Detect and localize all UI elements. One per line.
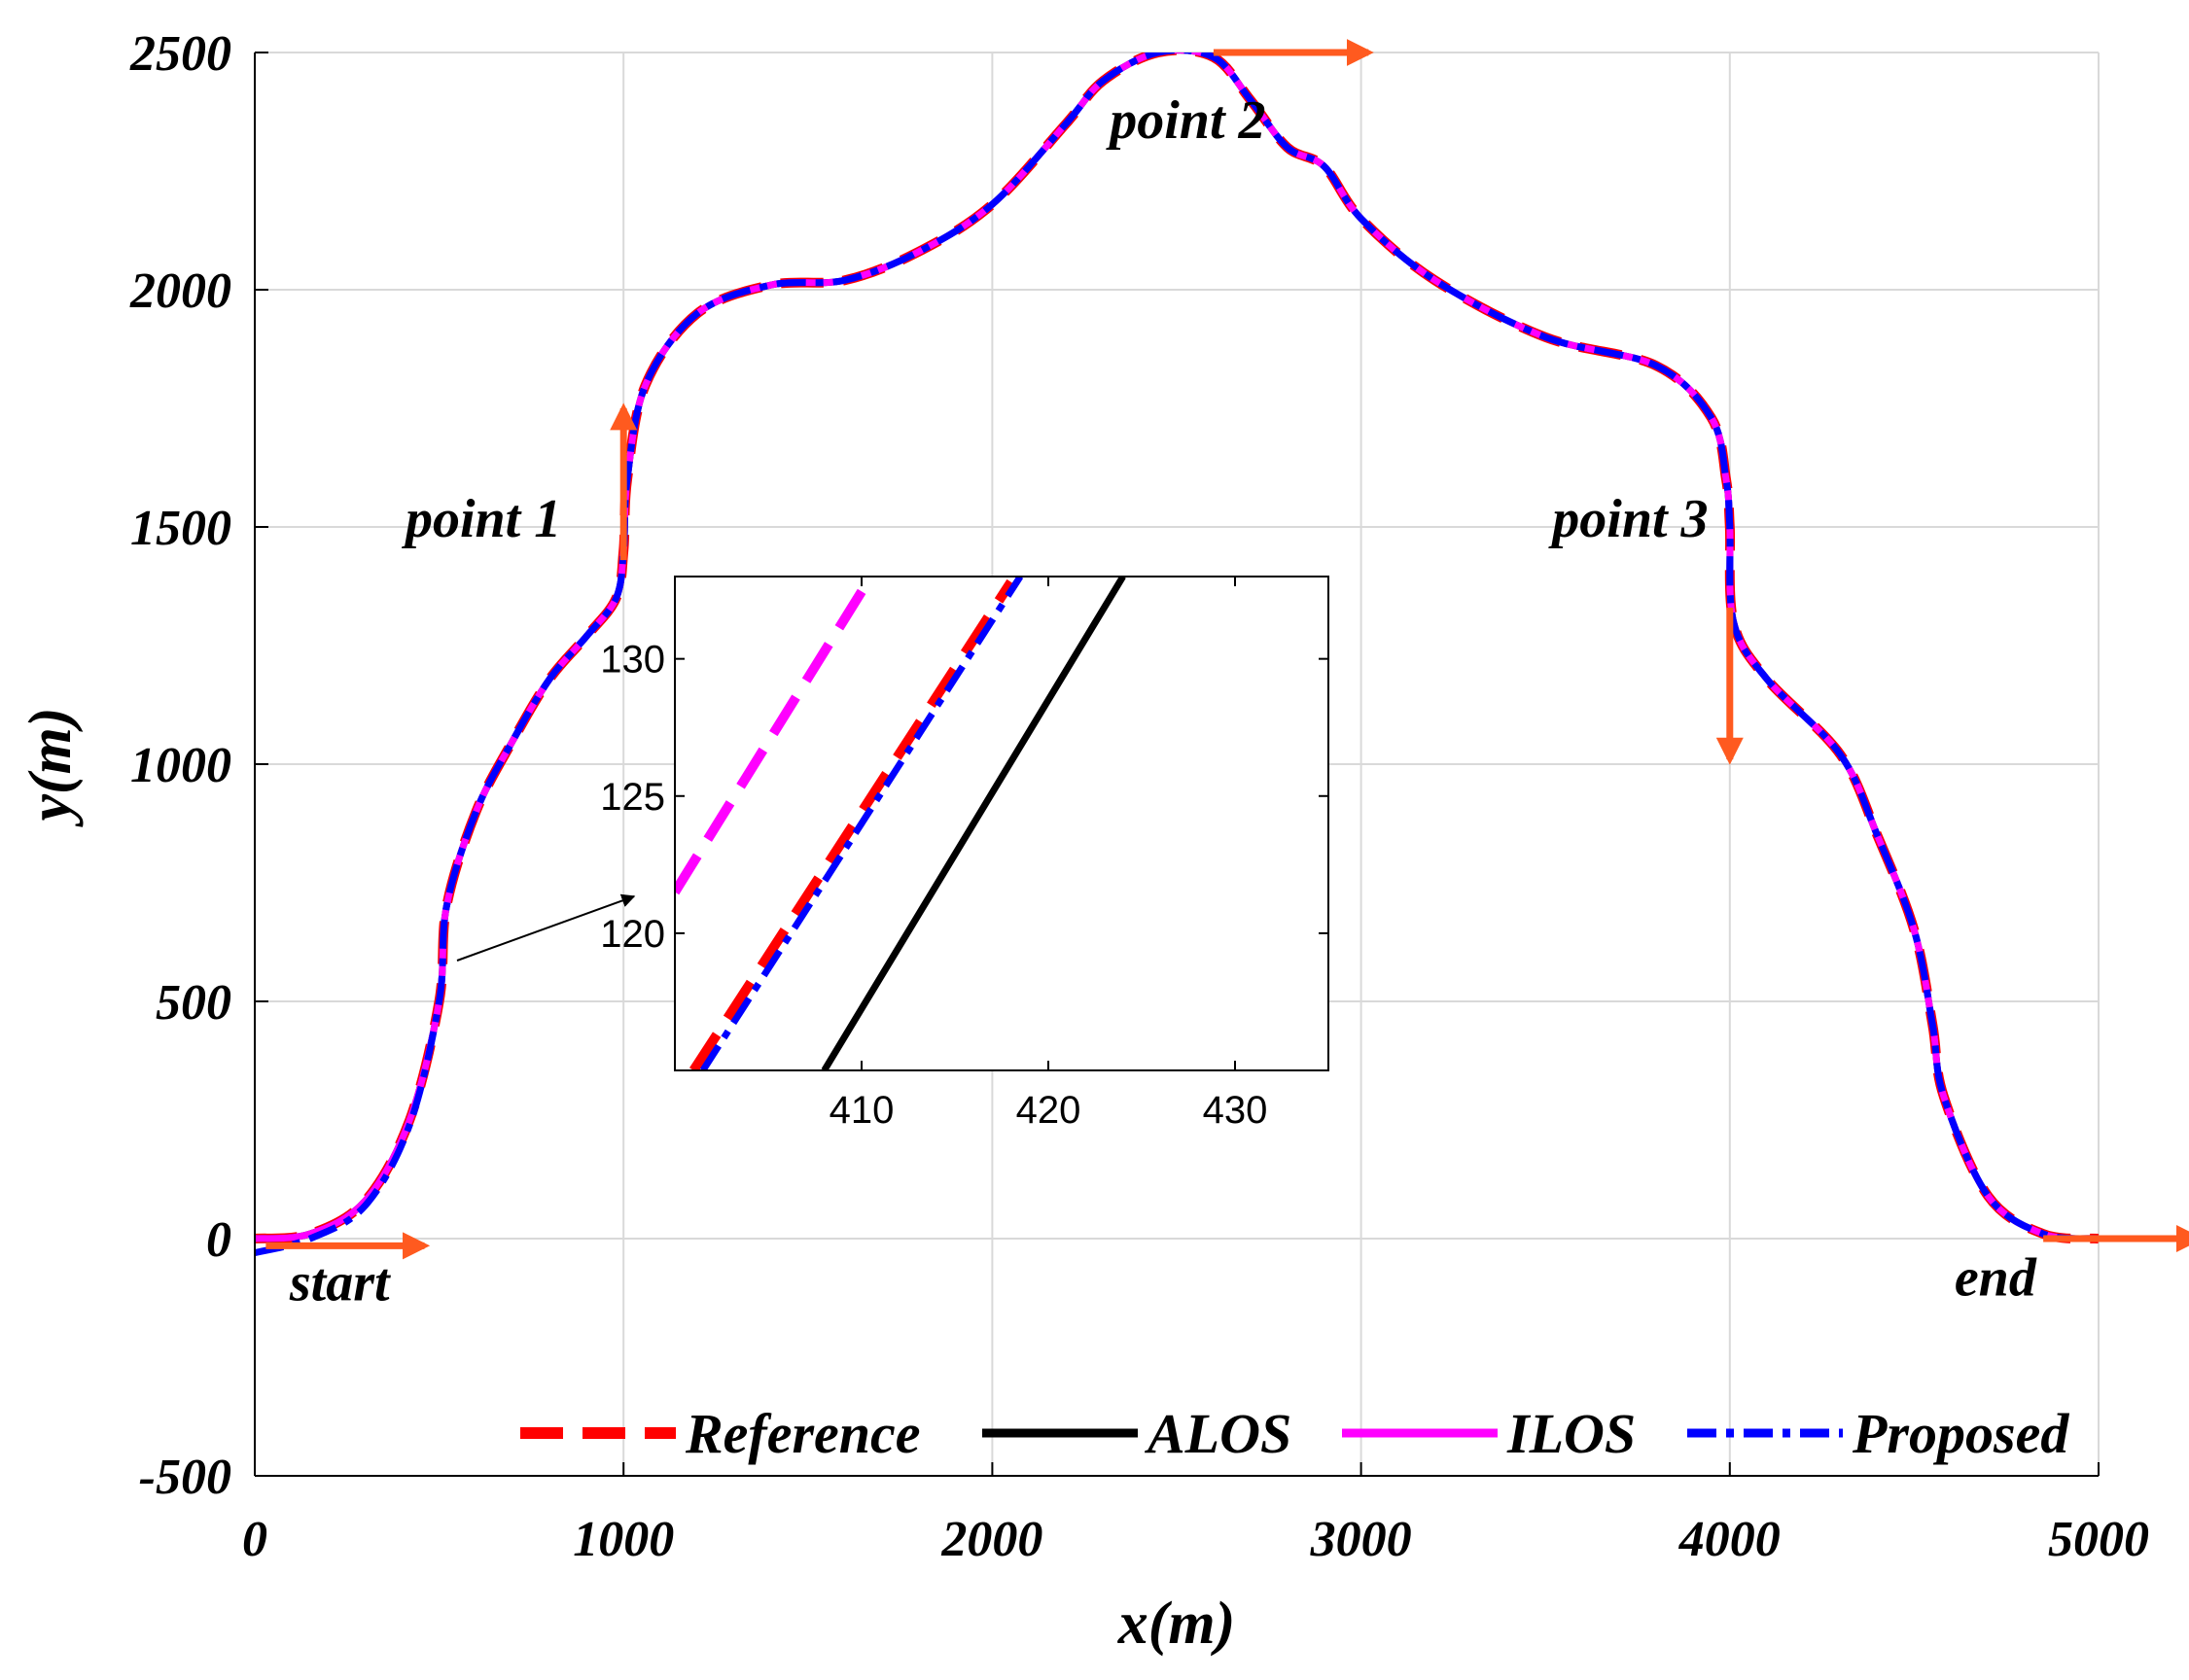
y-tick-label: 2000 (129, 263, 231, 319)
inset-x-tick-label: 420 (1016, 1089, 1081, 1132)
inset-x-tick-label: 410 (830, 1089, 895, 1132)
legend-label-alos: ALOS (1145, 1402, 1291, 1465)
x-tick-label: 1000 (573, 1512, 674, 1567)
y-tick-label: 2500 (129, 26, 231, 82)
inset-y-tick-label: 125 (600, 776, 665, 819)
annotations: start point 1 point 2 point 3 end (289, 90, 2037, 1313)
y-tick-label: 0 (206, 1212, 231, 1268)
annotation-label: point 3 (1548, 489, 1708, 549)
x-tick-label: 3000 (1310, 1512, 1412, 1567)
annotation-label: start (289, 1252, 391, 1312)
annotation-label: end (1955, 1248, 2037, 1309)
legend-label-proposed: Proposed (1852, 1402, 2069, 1465)
direction-arrows (265, 39, 2189, 1260)
axis-ticks: 0 1000 2000 3000 4000 5000-500050010001500200… (129, 26, 2149, 1567)
inset-frame (674, 576, 1329, 1071)
inset-series-alos-series (821, 577, 1126, 1070)
inset-series-proposed-series (699, 577, 1024, 1070)
x-tick-label: 0 (242, 1512, 267, 1567)
legend-label-ilos: ILOS (1506, 1402, 1636, 1465)
inset-y-tick-label: 130 (600, 639, 665, 682)
y-axis-label: y(m) (18, 707, 84, 827)
legend: Reference ALOS ILOS Proposed (520, 1402, 2069, 1465)
legend-label-reference: Reference (685, 1402, 921, 1465)
series-layer (255, 52, 2099, 1257)
inset-x-tick-label: 430 (1203, 1089, 1268, 1132)
y-tick-label: 500 (156, 975, 231, 1031)
y-tick-label: 1000 (130, 738, 231, 793)
x-tick-label: 4000 (1678, 1512, 1781, 1567)
inset-series-reference-series (689, 578, 1015, 1070)
inset-axis-ticks: 410 420 430 120 125 130 (600, 577, 1328, 1132)
inset-series-layer (675, 577, 1126, 1070)
y-tick-label: 1500 (130, 501, 231, 556)
x-tick-label: 2000 (940, 1512, 1042, 1567)
y-tick-label: -500 (139, 1450, 231, 1505)
x-axis-label: x(m) (1117, 1591, 1236, 1657)
x-tick-label: 5000 (2048, 1512, 2149, 1567)
annotation-label: point 1 (402, 489, 561, 549)
inset-background (674, 576, 1329, 1071)
series-proposed-series (255, 52, 2099, 1257)
inset-y-tick-label: 120 (600, 913, 665, 956)
annotation-label: point 2 (1106, 90, 1265, 151)
zoom-pointer-arrow (456, 893, 636, 962)
